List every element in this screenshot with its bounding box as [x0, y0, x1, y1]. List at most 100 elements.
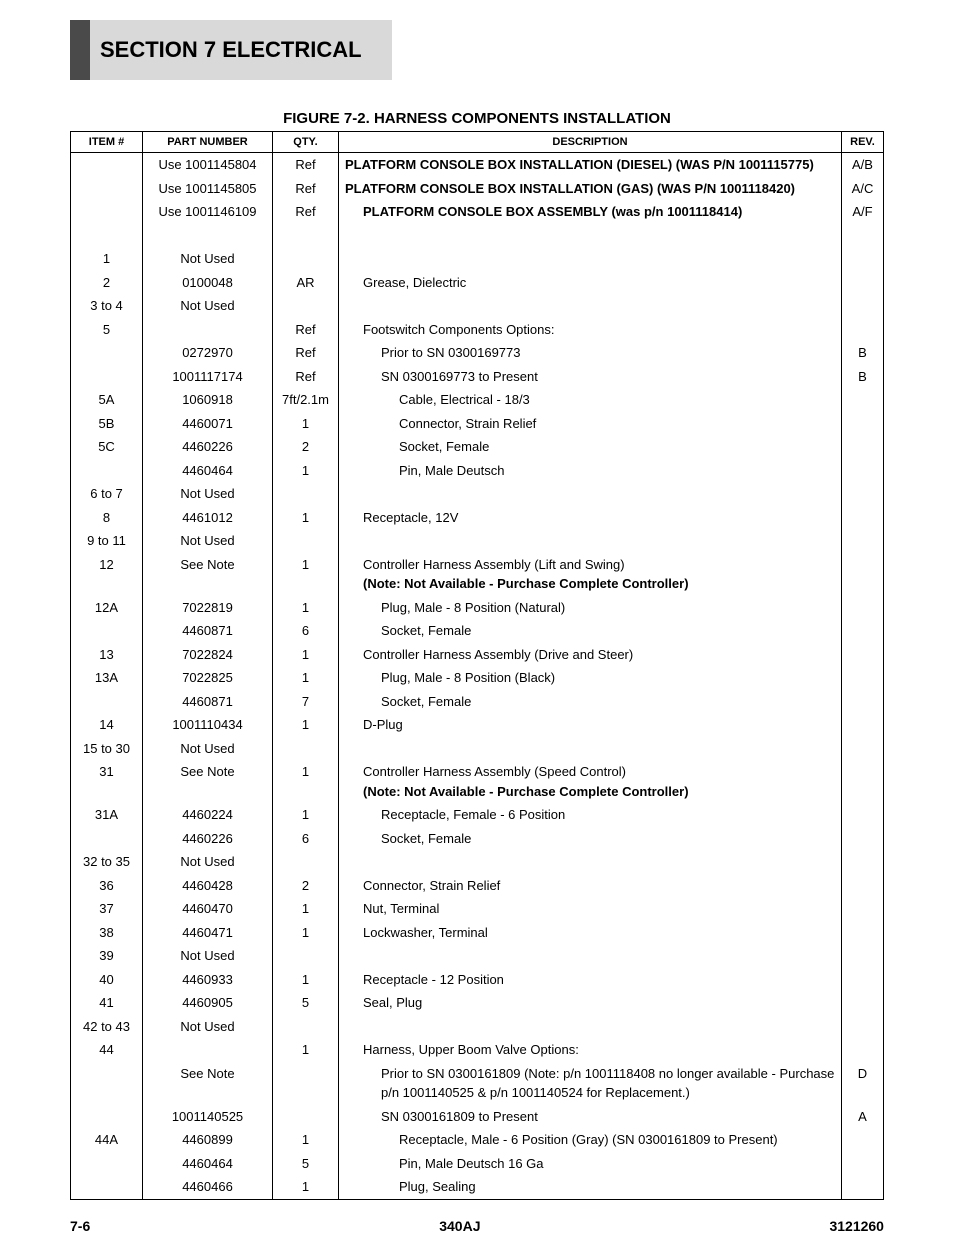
table-row: 3744604701Nut, Terminal	[71, 897, 884, 921]
cell-rev: A/F	[842, 200, 884, 224]
cell-part: Not Used	[143, 294, 273, 318]
cell-desc: Receptacle, Male - 6 Position (Gray) (SN…	[339, 1128, 842, 1152]
cell-item: 42 to 43	[71, 1015, 143, 1039]
cell-part: 7022824	[143, 643, 273, 667]
cell-qty: 1	[273, 596, 339, 620]
cell-desc: Pin, Male Deutsch	[339, 459, 842, 483]
cell-item	[71, 341, 143, 365]
cell-desc: Cable, Electrical - 18/3	[339, 388, 842, 412]
table-row: Use 1001146109RefPLATFORM CONSOLE BOX AS…	[71, 200, 884, 224]
cell-part: 4460226	[143, 827, 273, 851]
cell-desc: Socket, Female	[339, 827, 842, 851]
table-row: 44608716Socket, Female	[71, 619, 884, 643]
footer-left: 7-6	[70, 1218, 90, 1234]
table-row: Use 1001145804RefPLATFORM CONSOLE BOX IN…	[71, 153, 884, 177]
cell-part	[143, 318, 273, 342]
cell-item: 2	[71, 271, 143, 295]
cell-rev: A/C	[842, 177, 884, 201]
cell-qty: 1	[273, 553, 339, 596]
table-row: 44602266Socket, Female	[71, 827, 884, 851]
cell-item	[71, 200, 143, 224]
table-row: 31A44602241Receptacle, Female - 6 Positi…	[71, 803, 884, 827]
col-header-desc: DESCRIPTION	[339, 132, 842, 153]
cell-rev	[842, 294, 884, 318]
cell-part: Not Used	[143, 529, 273, 553]
cell-rev	[842, 944, 884, 968]
cell-qty: 1	[273, 921, 339, 945]
table-row: 1001117174RefSN 0300169773 to PresentB	[71, 365, 884, 389]
cell-part: See Note	[143, 553, 273, 596]
cell-part: 0100048	[143, 271, 273, 295]
cell-rev	[842, 690, 884, 714]
cell-desc: Controller Harness Assembly (Lift and Sw…	[339, 553, 842, 596]
cell-qty	[273, 1062, 339, 1105]
cell-qty: Ref	[273, 177, 339, 201]
table-row: 20100048ARGrease, Dielectric	[71, 271, 884, 295]
cell-item: 31	[71, 760, 143, 803]
cell-rev	[842, 803, 884, 827]
cell-qty: 1	[273, 1128, 339, 1152]
cell-part: 4460464	[143, 1152, 273, 1176]
table-row: 441Harness, Upper Boom Valve Options:	[71, 1038, 884, 1062]
cell-rev	[842, 506, 884, 530]
cell-spacer	[71, 224, 143, 248]
cell-part: Not Used	[143, 247, 273, 271]
cell-part: 0272970	[143, 341, 273, 365]
col-header-rev: REV.	[842, 132, 884, 153]
cell-part: 4460871	[143, 619, 273, 643]
cell-qty: Ref	[273, 153, 339, 177]
cell-rev	[842, 619, 884, 643]
cell-part: 1060918	[143, 388, 273, 412]
header-accent	[70, 20, 90, 80]
cell-qty: 6	[273, 827, 339, 851]
cell-rev: B	[842, 365, 884, 389]
table-row: Use 1001145805RefPLATFORM CONSOLE BOX IN…	[71, 177, 884, 201]
cell-item: 1	[71, 247, 143, 271]
cell-qty	[273, 850, 339, 874]
cell-item: 8	[71, 506, 143, 530]
cell-qty: 5	[273, 1152, 339, 1176]
cell-item: 41	[71, 991, 143, 1015]
cell-item: 13	[71, 643, 143, 667]
cell-part: Not Used	[143, 482, 273, 506]
cell-desc	[339, 529, 842, 553]
cell-rev	[842, 991, 884, 1015]
cell-item: 44A	[71, 1128, 143, 1152]
table-row: 5RefFootswitch Components Options:	[71, 318, 884, 342]
cell-qty: 1	[273, 803, 339, 827]
cell-part	[143, 1038, 273, 1062]
cell-desc: SN 0300169773 to Present	[339, 365, 842, 389]
cell-desc: Lockwasher, Terminal	[339, 921, 842, 945]
cell-qty	[273, 944, 339, 968]
cell-desc: Prior to SN 0300161809 (Note: p/n 100111…	[339, 1062, 842, 1105]
cell-desc: Plug, Sealing	[339, 1175, 842, 1199]
cell-rev	[842, 318, 884, 342]
cell-desc: Grease, Dielectric	[339, 271, 842, 295]
cell-part: 4460471	[143, 921, 273, 945]
cell-qty: AR	[273, 271, 339, 295]
cell-part: See Note	[143, 1062, 273, 1105]
cell-rev	[842, 827, 884, 851]
cell-spacer	[143, 224, 273, 248]
cell-qty: Ref	[273, 200, 339, 224]
cell-qty: Ref	[273, 318, 339, 342]
table-row: 1410011104341D-Plug	[71, 713, 884, 737]
cell-qty: 7	[273, 690, 339, 714]
cell-part: 1001110434	[143, 713, 273, 737]
cell-desc: PLATFORM CONSOLE BOX INSTALLATION (DIESE…	[339, 153, 842, 177]
table-header-row: ITEM # PART NUMBER QTY. DESCRIPTION REV.	[71, 132, 884, 153]
cell-qty: 1	[273, 666, 339, 690]
cell-desc: Connector, Strain Relief	[339, 874, 842, 898]
cell-desc: Harness, Upper Boom Valve Options:	[339, 1038, 842, 1062]
table-row: 1001140525SN 0300161809 to PresentA	[71, 1105, 884, 1129]
cell-item: 37	[71, 897, 143, 921]
cell-item	[71, 459, 143, 483]
cell-desc	[339, 1015, 842, 1039]
table-row: 3644604282Connector, Strain Relief	[71, 874, 884, 898]
cell-desc: Plug, Male - 8 Position (Natural)	[339, 596, 842, 620]
cell-item: 9 to 11	[71, 529, 143, 553]
table-row: 844610121Receptacle, 12V	[71, 506, 884, 530]
table-row: See Note Prior to SN 0300161809 (Note: p/…	[71, 1062, 884, 1105]
cell-rev	[842, 897, 884, 921]
table-row: 1Not Used	[71, 247, 884, 271]
